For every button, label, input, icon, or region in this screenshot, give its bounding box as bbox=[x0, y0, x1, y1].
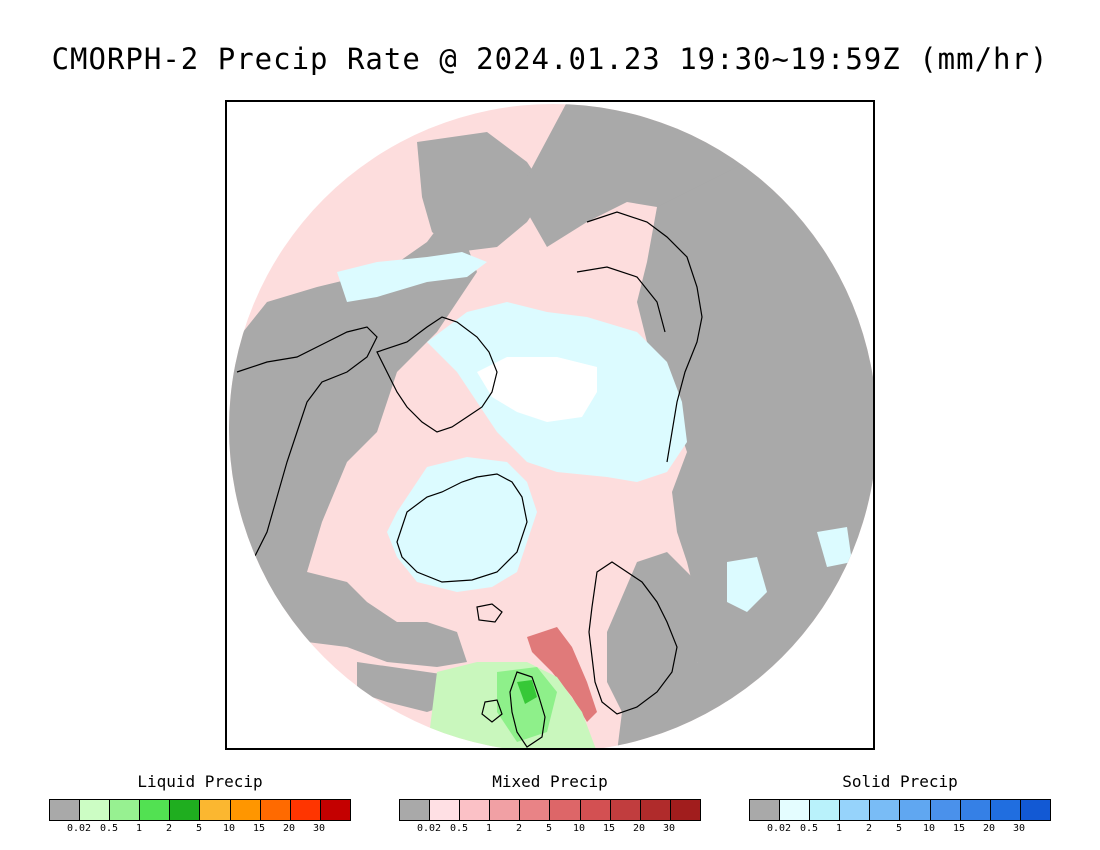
tick-label: 10 bbox=[222, 823, 236, 834]
tick-label: 30 bbox=[662, 823, 676, 834]
tick-labels: 0.02 0.5 1 2 5 10 15 20 30 bbox=[399, 823, 701, 837]
solid-precip-alaska bbox=[337, 252, 487, 302]
color-swatch bbox=[200, 800, 231, 820]
color-swatch bbox=[780, 800, 811, 820]
color-swatch bbox=[750, 800, 781, 820]
color-swatch bbox=[960, 800, 991, 820]
solid-precip-scattered-east bbox=[727, 557, 767, 612]
color-swatch bbox=[990, 800, 1021, 820]
color-swatch bbox=[230, 800, 261, 820]
color-swatch bbox=[460, 800, 491, 820]
tick-label: 15 bbox=[952, 823, 966, 834]
coastlines bbox=[236, 211, 703, 748]
color-swatch bbox=[550, 800, 581, 820]
legend-solid-precip: Solid Precip 0.02 0.5 1 2 5 10 15 20 30 bbox=[749, 772, 1051, 837]
legend-title: Liquid Precip bbox=[137, 772, 263, 791]
tick-label: 0.5 bbox=[99, 823, 119, 834]
tick-label: 20 bbox=[632, 823, 646, 834]
color-swatch bbox=[110, 800, 141, 820]
color-swatch bbox=[580, 800, 611, 820]
color-swatch bbox=[260, 800, 291, 820]
tick-label: 5 bbox=[545, 823, 553, 834]
color-swatch bbox=[1020, 800, 1050, 820]
tick-label: 1 bbox=[485, 823, 493, 834]
color-swatch bbox=[490, 800, 521, 820]
precip-map-svg bbox=[227, 102, 873, 748]
tick-label: 15 bbox=[602, 823, 616, 834]
color-swatch bbox=[400, 800, 431, 820]
liquid-precip-uk-core bbox=[517, 680, 537, 704]
tick-label: 20 bbox=[982, 823, 996, 834]
no-precip-siberia bbox=[527, 104, 747, 247]
color-swatch bbox=[840, 800, 871, 820]
legend-title: Solid Precip bbox=[842, 772, 958, 791]
color-swatch bbox=[430, 800, 461, 820]
color-swatch bbox=[520, 800, 551, 820]
tick-labels: 0.02 0.5 1 2 5 10 15 20 30 bbox=[749, 823, 1051, 837]
tick-label: 20 bbox=[282, 823, 296, 834]
no-precip-alaska-region bbox=[417, 132, 547, 252]
color-scale bbox=[399, 799, 701, 821]
color-swatch bbox=[610, 800, 641, 820]
solid-precip-scattered-east-2 bbox=[817, 527, 852, 567]
color-scale bbox=[749, 799, 1051, 821]
color-swatch bbox=[320, 800, 350, 820]
tick-label: 10 bbox=[572, 823, 586, 834]
color-swatch bbox=[80, 800, 111, 820]
color-swatch bbox=[900, 800, 931, 820]
color-swatch bbox=[640, 800, 671, 820]
color-swatch bbox=[140, 800, 171, 820]
chart-title: CMORPH-2 Precip Rate @ 2024.01.23 19:30~… bbox=[51, 42, 1049, 76]
tick-label: 0.02 bbox=[66, 823, 92, 834]
tick-label: 0.5 bbox=[449, 823, 469, 834]
no-precip-eurasia bbox=[637, 162, 873, 702]
tick-label: 30 bbox=[1012, 823, 1026, 834]
legend-mixed-precip: Mixed Precip 0.02 0.5 1 2 5 10 15 20 30 bbox=[399, 772, 701, 837]
tick-label: 2 bbox=[865, 823, 873, 834]
tick-label: 1 bbox=[135, 823, 143, 834]
tick-label: 10 bbox=[922, 823, 936, 834]
polar-map bbox=[225, 100, 875, 750]
color-swatch bbox=[50, 800, 81, 820]
color-scale bbox=[49, 799, 351, 821]
tick-label: 5 bbox=[195, 823, 203, 834]
tick-labels: 0.02 0.5 1 2 5 10 15 20 30 bbox=[49, 823, 351, 837]
mixed-precip-norwegian-sea bbox=[527, 627, 597, 722]
legend-liquid-precip: Liquid Precip 0.02 0.5 1 2 5 10 15 20 30 bbox=[49, 772, 351, 837]
color-swatch bbox=[930, 800, 961, 820]
color-swatch bbox=[670, 800, 700, 820]
solid-precip-greenland bbox=[387, 457, 537, 592]
tick-label: 2 bbox=[515, 823, 523, 834]
tick-label: 0.02 bbox=[766, 823, 792, 834]
color-swatch bbox=[290, 800, 321, 820]
tick-label: 15 bbox=[252, 823, 266, 834]
color-swatch bbox=[810, 800, 841, 820]
tick-label: 30 bbox=[312, 823, 326, 834]
no-precip-europe bbox=[607, 552, 737, 748]
legend-title: Mixed Precip bbox=[492, 772, 608, 791]
color-swatch bbox=[870, 800, 901, 820]
tick-label: 2 bbox=[165, 823, 173, 834]
tick-label: 5 bbox=[895, 823, 903, 834]
solid-precip-central-arctic bbox=[477, 357, 597, 422]
tick-label: 1 bbox=[835, 823, 843, 834]
no-precip-north-america bbox=[229, 222, 477, 622]
color-swatch bbox=[170, 800, 201, 820]
tick-label: 0.02 bbox=[416, 823, 442, 834]
tick-label: 0.5 bbox=[799, 823, 819, 834]
